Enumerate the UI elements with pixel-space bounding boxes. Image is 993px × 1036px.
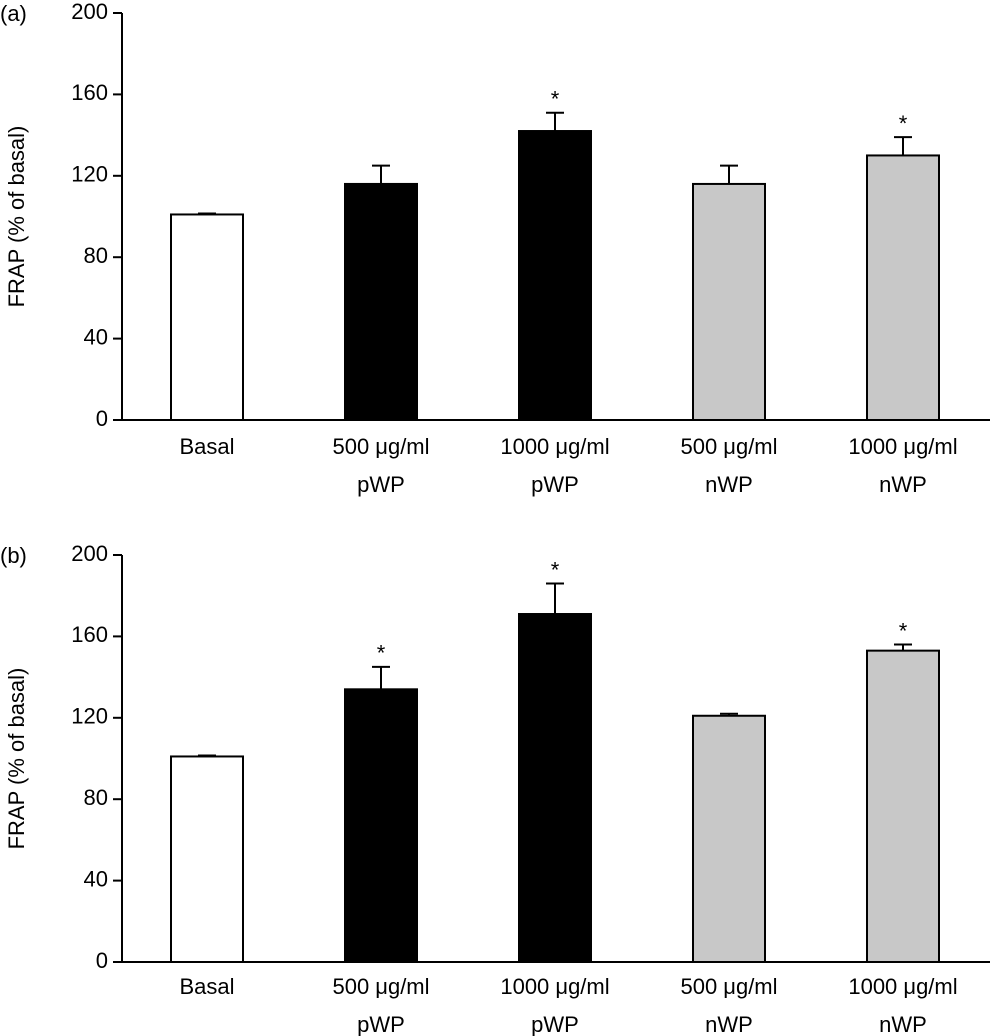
y-tick-label: 40 (84, 324, 108, 349)
x-tick-label: pWP (531, 472, 579, 497)
error-bar (372, 665, 390, 690)
bar (518, 613, 592, 963)
error-bar (372, 164, 390, 184)
x-tick-label: Basal (179, 434, 234, 459)
x-tick-label: pWP (357, 1012, 405, 1036)
y-axis-label: FRAP (% of basal) (4, 126, 29, 308)
x-tick-label: 1000 μg/ml (500, 974, 609, 999)
error-bar (720, 712, 738, 716)
x-tick-label: Basal (179, 974, 234, 999)
error-bar (720, 164, 738, 184)
x-tick-label: 500 μg/ml (680, 974, 777, 999)
x-tick-label: 1000 μg/ml (848, 434, 957, 459)
error-bar (546, 582, 564, 615)
error-bar (546, 111, 564, 132)
y-tick-label: 120 (71, 704, 108, 729)
y-tick-label: 80 (84, 785, 108, 810)
y-tick-label: 160 (71, 80, 108, 105)
significance-marker: * (899, 111, 908, 136)
x-tick-label: 500 μg/ml (680, 434, 777, 459)
x-tick-label: pWP (357, 472, 405, 497)
bar (692, 714, 766, 964)
bar (344, 182, 418, 421)
significance-marker: * (551, 87, 560, 112)
error-bar (198, 754, 216, 757)
error-bar (198, 212, 216, 215)
x-tick-label: nWP (705, 1012, 753, 1036)
x-tick-label: 1000 μg/ml (500, 434, 609, 459)
x-tick-label: 500 μg/ml (332, 434, 429, 459)
y-tick-label: 200 (71, 541, 108, 566)
y-tick-label: 160 (71, 622, 108, 647)
y-tick-label: 120 (71, 162, 108, 187)
significance-marker: * (551, 557, 560, 582)
panel-label: (a) (0, 1, 27, 26)
y-tick-label: 200 (71, 0, 108, 24)
y-tick-label: 40 (84, 866, 108, 891)
y-tick-label: 0 (96, 406, 108, 431)
y-tick-label: 80 (84, 243, 108, 268)
error-bar (894, 643, 912, 651)
y-axis-label: FRAP (% of basal) (4, 668, 29, 850)
x-tick-label: 500 μg/ml (332, 974, 429, 999)
x-tick-label: pWP (531, 1012, 579, 1036)
bar (518, 130, 592, 421)
bar (866, 649, 940, 964)
bar (692, 182, 766, 421)
x-tick-label: nWP (879, 472, 927, 497)
y-tick-label: 0 (96, 948, 108, 973)
panel-label: (b) (0, 543, 27, 568)
x-tick-label: nWP (879, 1012, 927, 1036)
bar (866, 154, 940, 421)
x-tick-label: 1000 μg/ml (848, 974, 957, 999)
bar (344, 688, 418, 963)
significance-marker: * (377, 641, 386, 666)
significance-marker: * (899, 618, 908, 643)
bar (170, 755, 244, 964)
x-tick-label: nWP (705, 472, 753, 497)
error-bar (894, 136, 912, 156)
bar (170, 213, 244, 421)
